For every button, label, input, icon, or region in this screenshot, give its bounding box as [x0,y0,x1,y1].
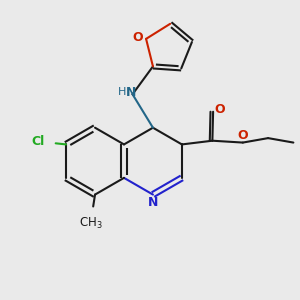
Text: N: N [148,196,158,209]
Text: H: H [118,87,126,98]
Text: O: O [133,31,143,44]
Text: O: O [238,129,248,142]
Text: Cl: Cl [32,135,45,148]
Text: O: O [214,103,225,116]
Text: N: N [125,86,136,99]
Text: CH$_3$: CH$_3$ [80,216,103,231]
